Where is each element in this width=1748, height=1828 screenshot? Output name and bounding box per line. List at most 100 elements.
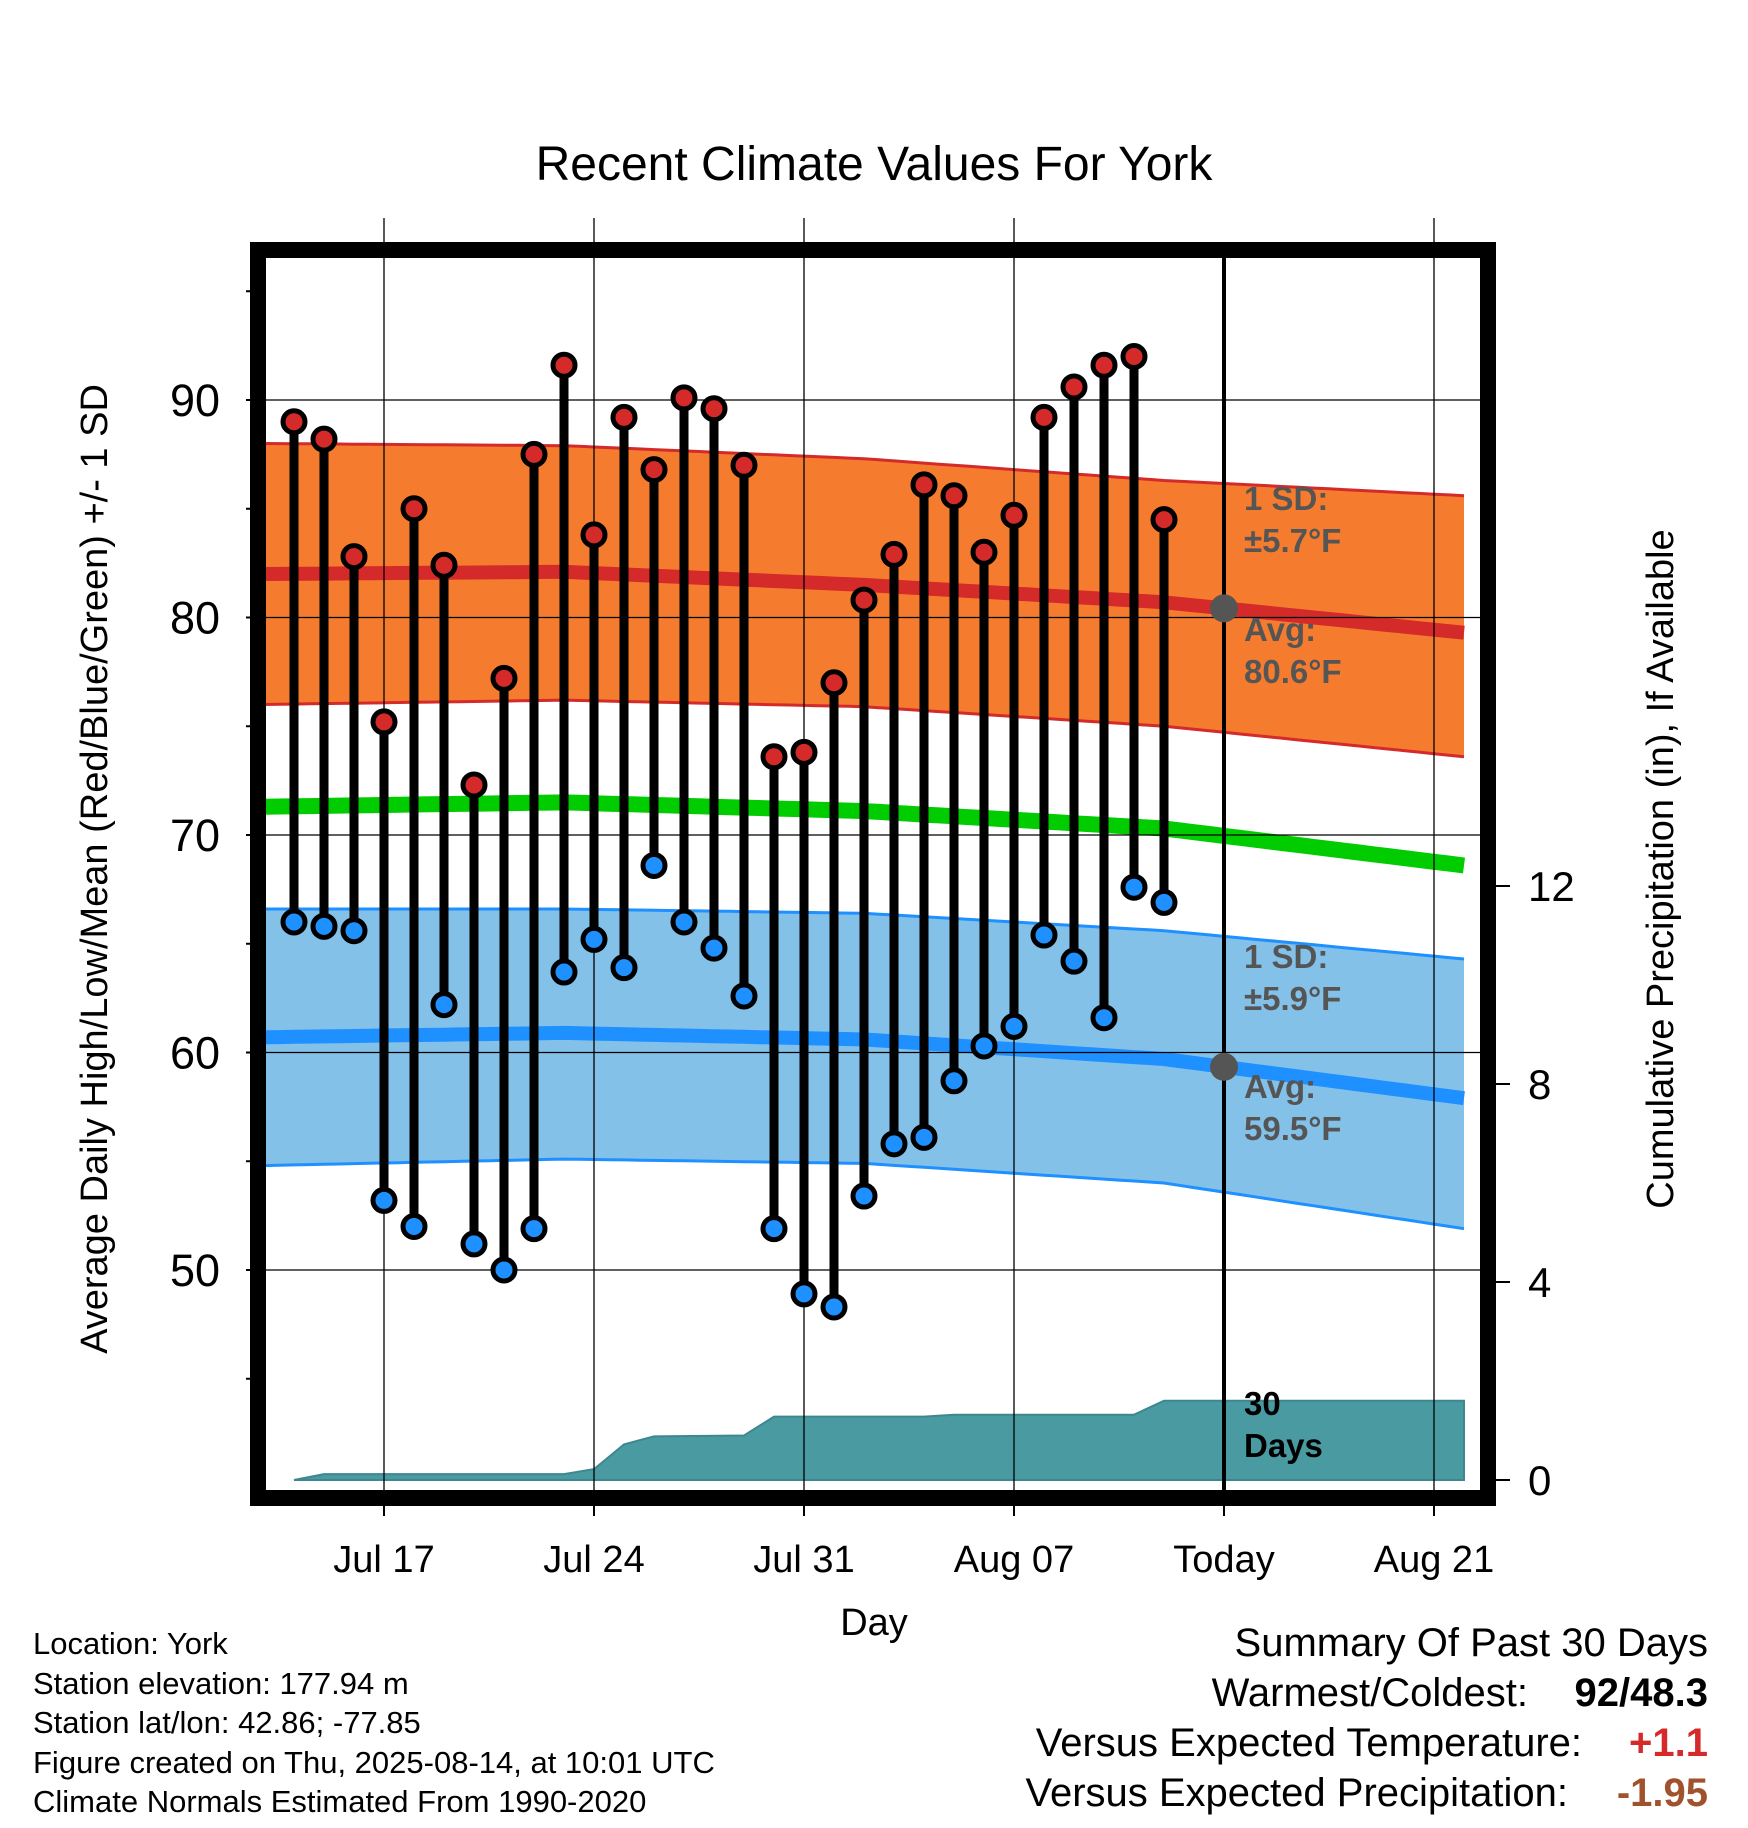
summary-panel: Summary Of Past 30 Days Warmest/Coldest:… <box>1025 1618 1708 1818</box>
precip-label: Versus Expected Precipitation: <box>1025 1771 1568 1815</box>
daily-low-point <box>1030 921 1058 949</box>
y2-axis-label: Cumulative Precipitation (in), If Availa… <box>1640 529 1682 1208</box>
daily-high-point <box>370 708 398 736</box>
daily-low-point <box>310 912 338 940</box>
x-axis-label: Day <box>840 1602 908 1644</box>
daily-high-point <box>1120 343 1148 370</box>
high-avg-label: 80.6°F <box>1244 653 1342 690</box>
daily-low-point <box>910 1123 938 1151</box>
precip-period-label: Days <box>1244 1427 1323 1464</box>
chart-title: Recent Climate Values For York <box>536 138 1214 191</box>
daily-high-point <box>610 403 638 431</box>
daily-low-point <box>580 925 608 953</box>
daily-high-point <box>850 586 878 614</box>
daily-high-point <box>400 495 428 523</box>
high-avg-line <box>263 564 1465 640</box>
y-tick-label: 50 <box>170 1245 220 1296</box>
x-tick-label: Jul 31 <box>753 1539 854 1581</box>
x-tick-label: Aug 21 <box>1374 1539 1494 1581</box>
y-tick-label: 70 <box>170 810 220 861</box>
daily-high-point <box>550 351 578 379</box>
daily-ranges <box>280 343 1178 1321</box>
daily-high-point <box>1000 501 1028 529</box>
station-info: Location: York Station elevation: 177.94… <box>33 1624 715 1822</box>
grid-lines <box>258 218 1488 1508</box>
daily-high-point <box>760 743 788 771</box>
y2-tick-label: 8 <box>1528 1061 1551 1108</box>
daily-high-point <box>310 425 338 453</box>
annotations: 1 SD: ±5.7°F Avg: 80.6°F 1 SD: ±5.9°F Avg: 59.5… <box>1210 480 1342 1464</box>
created-text: Figure created on Thu, 2025-08-14, at 10… <box>33 1744 715 1780</box>
daily-low-point <box>760 1215 788 1243</box>
daily-low-point <box>400 1213 428 1240</box>
y-tick-label: 90 <box>170 375 220 426</box>
y2-tick-label: 4 <box>1528 1259 1551 1306</box>
daily-high-point <box>970 538 998 566</box>
daily-low-point <box>700 934 728 962</box>
daily-high-point <box>580 521 608 549</box>
y-axis-label: Average Daily High/Low/Mean (Red/Blue/Gr… <box>74 384 116 1354</box>
daily-low-point <box>640 851 668 879</box>
daily-high-point <box>910 471 938 499</box>
daily-low-point <box>1150 888 1178 916</box>
plot-frame <box>250 242 1496 1506</box>
daily-high-point <box>940 482 968 510</box>
daily-low-point <box>880 1130 908 1158</box>
daily-high-point <box>460 771 488 799</box>
x-tick-label: Aug 07 <box>954 1539 1074 1581</box>
daily-high-point <box>430 551 458 579</box>
warmest-label: Warmest/Coldest: <box>1211 1671 1528 1715</box>
daily-high-point <box>820 669 848 697</box>
daily-low-point <box>820 1293 848 1321</box>
daily-low-point <box>340 917 368 945</box>
daily-low-point <box>1060 947 1088 975</box>
daily-high-point <box>490 664 518 692</box>
daily-low-point <box>1000 1012 1028 1040</box>
daily-low-point <box>610 954 638 982</box>
daily-high-point <box>340 543 368 571</box>
daily-low-point <box>730 982 758 1010</box>
axes: 50 60 70 80 90 0 4 8 12 Jul 17 Jul 24 Jul 31 Aug 07 T… <box>170 242 1575 1581</box>
daily-low-point <box>520 1215 548 1243</box>
daily-high-point <box>1090 351 1118 379</box>
daily-high-point <box>520 440 548 468</box>
low-avg-label: Avg: <box>1244 1068 1316 1105</box>
daily-high-point <box>1030 403 1058 431</box>
daily-high-point <box>670 384 698 412</box>
daily-low-point <box>970 1032 998 1060</box>
daily-low-point <box>1090 1004 1118 1032</box>
daily-high-point <box>1060 373 1088 401</box>
daily-high-point <box>730 451 758 479</box>
x-tick-label: Jul 24 <box>543 1539 644 1581</box>
daily-low-point <box>940 1067 968 1095</box>
daily-high-point <box>700 395 728 423</box>
daily-low-point <box>550 958 578 986</box>
daily-low-point <box>850 1182 878 1210</box>
temp-label: Versus Expected Temperature: <box>1035 1721 1582 1765</box>
daily-low-point <box>670 908 698 936</box>
temp-value: +1.1 <box>1629 1721 1708 1765</box>
summary-row-temp: Versus Expected Temperature: +1.1 <box>1025 1718 1708 1768</box>
daily-low-point <box>490 1256 518 1284</box>
y2-tick-label: 12 <box>1528 863 1575 910</box>
latlon-text: Station lat/lon: 42.86; -77.85 <box>33 1705 421 1740</box>
low-sd-label: ±5.9°F <box>1244 980 1341 1017</box>
today-high-avg-marker <box>1210 594 1238 623</box>
daily-low-point <box>370 1186 398 1214</box>
today-low-avg-marker <box>1210 1052 1238 1081</box>
low-avg-label: 59.5°F <box>1244 1110 1342 1147</box>
daily-low-point <box>1120 873 1148 901</box>
low-sd-label: 1 SD: <box>1244 938 1328 975</box>
summary-title: Summary Of Past 30 Days <box>1234 1621 1708 1665</box>
daily-low-point <box>280 908 308 936</box>
y-tick-label: 80 <box>170 593 220 644</box>
daily-high-point <box>280 408 308 436</box>
summary-row-precip: Versus Expected Precipitation: -1.95 <box>1025 1768 1708 1818</box>
daily-low-point <box>430 991 458 1019</box>
daily-high-point <box>790 738 818 766</box>
high-sd-label: ±5.7°F <box>1244 522 1341 559</box>
high-sd-upper-line <box>263 442 1465 498</box>
precip-period-label: 30 <box>1244 1385 1281 1422</box>
warmest-value: 92/48.3 <box>1574 1671 1708 1715</box>
